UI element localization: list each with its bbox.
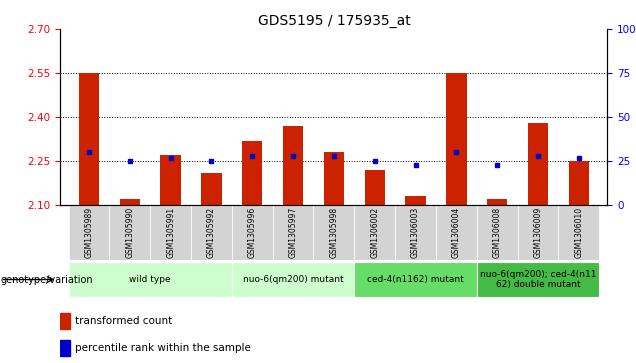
Text: GSM1306008: GSM1306008	[493, 207, 502, 258]
Bar	[354, 261, 477, 298]
Text: wild type: wild type	[129, 275, 171, 284]
Bar	[364, 170, 385, 205]
Text: GSM1305991: GSM1305991	[166, 207, 175, 258]
Bar	[160, 155, 181, 205]
Text: GSM1305998: GSM1305998	[329, 207, 338, 258]
Text: GSM1305990: GSM1305990	[125, 207, 134, 258]
Bar	[354, 205, 395, 260]
Bar	[69, 261, 232, 298]
Bar	[242, 140, 263, 205]
Text: percentile rank within the sample: percentile rank within the sample	[75, 343, 251, 353]
Bar	[477, 205, 518, 260]
Bar	[446, 73, 467, 205]
Text: GSM1306002: GSM1306002	[370, 207, 379, 258]
Text: GSM1305989: GSM1305989	[85, 207, 93, 258]
Bar	[79, 73, 99, 205]
Bar	[150, 205, 191, 260]
Bar	[518, 205, 558, 260]
Bar	[395, 205, 436, 260]
Bar	[60, 340, 70, 356]
Bar	[60, 313, 70, 329]
Text: GSM1305997: GSM1305997	[289, 207, 298, 258]
Text: nuo-6(qm200); ced-4(n11
62) double mutant: nuo-6(qm200); ced-4(n11 62) double mutan…	[480, 270, 596, 289]
Text: nuo-6(qm200) mutant: nuo-6(qm200) mutant	[243, 275, 343, 284]
Bar	[324, 152, 344, 205]
Bar	[569, 161, 589, 205]
Bar	[232, 205, 273, 260]
Bar	[528, 123, 548, 205]
Text: GSM1306009: GSM1306009	[534, 207, 543, 258]
Text: GSM1306003: GSM1306003	[411, 207, 420, 258]
Bar	[558, 205, 599, 260]
Bar	[436, 205, 477, 260]
Bar	[191, 205, 232, 260]
Bar	[487, 199, 508, 205]
Text: genotype/variation: genotype/variation	[1, 274, 93, 285]
Bar	[477, 261, 599, 298]
Text: GSM1306004: GSM1306004	[452, 207, 461, 258]
Bar	[232, 261, 354, 298]
Bar	[314, 205, 354, 260]
Text: GSM1305996: GSM1305996	[248, 207, 257, 258]
Bar	[120, 199, 140, 205]
Bar	[69, 205, 109, 260]
Text: ced-4(n1162) mutant: ced-4(n1162) mutant	[367, 275, 464, 284]
Bar	[201, 173, 222, 205]
Text: transformed count: transformed count	[75, 316, 172, 326]
Text: GSM1305992: GSM1305992	[207, 207, 216, 258]
Bar	[109, 205, 150, 260]
Title: GDS5195 / 175935_at: GDS5195 / 175935_at	[258, 14, 410, 28]
Bar	[273, 205, 314, 260]
Text: GSM1306010: GSM1306010	[574, 207, 583, 258]
Bar	[283, 126, 303, 205]
Bar	[405, 196, 425, 205]
